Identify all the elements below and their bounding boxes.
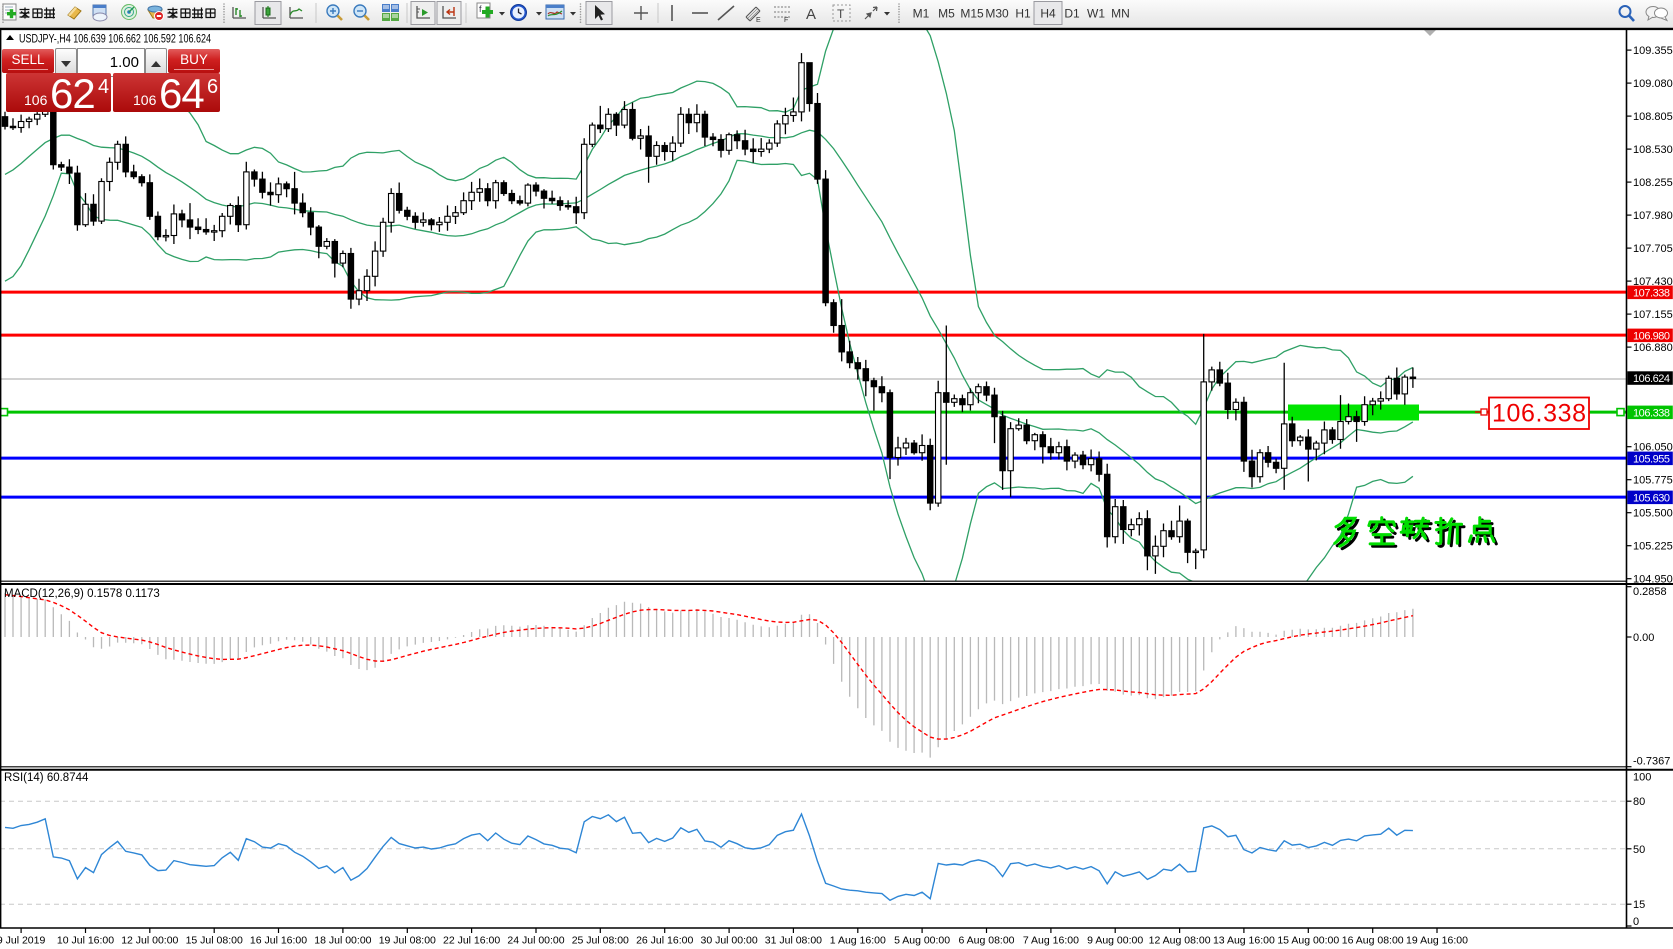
svg-text:6 Aug 08:00: 6 Aug 08:00 [958,935,1014,947]
svg-text:105.500: 105.500 [1633,508,1673,520]
svg-text:107.338: 107.338 [1633,287,1670,299]
svg-text:5 Aug 00:00: 5 Aug 00:00 [894,935,950,947]
svg-text:USDJPY-,H4 106.639 106.662 10: USDJPY-,H4 106.639 106.662 106.592 106.6… [19,34,211,46]
svg-text:H1: H1 [1015,7,1031,21]
svg-text:108.530: 108.530 [1633,144,1673,156]
svg-text:18 Jul 00:00: 18 Jul 00:00 [314,935,371,947]
svg-text:106.980: 106.980 [1633,330,1670,342]
svg-text:109.355: 109.355 [1633,45,1673,57]
svg-text:0: 0 [1633,916,1639,928]
svg-text:106.624: 106.624 [1633,373,1670,385]
svg-text:16 Jul 16:00: 16 Jul 16:00 [250,935,307,947]
svg-text:-0.7367: -0.7367 [1633,756,1670,768]
svg-text:f: f [479,4,482,14]
svg-text:31 Jul 08:00: 31 Jul 08:00 [765,935,822,947]
svg-text:107.980: 107.980 [1633,210,1673,222]
svg-text:W1: W1 [1087,7,1105,21]
svg-text:12 Aug 08:00: 12 Aug 08:00 [1149,935,1211,947]
svg-text:9 Aug 00:00: 9 Aug 00:00 [1087,935,1143,947]
svg-text:25 Jul 08:00: 25 Jul 08:00 [572,935,629,947]
svg-text:9 Jul 2019: 9 Jul 2019 [0,935,45,947]
svg-text:108.255: 108.255 [1633,177,1673,189]
svg-text:RSI(14) 60.8744: RSI(14) 60.8744 [4,772,89,784]
svg-text:12 Jul 00:00: 12 Jul 00:00 [121,935,178,947]
svg-text:105.775: 105.775 [1633,475,1673,487]
svg-text:105.955: 105.955 [1633,453,1670,465]
svg-text:107.705: 107.705 [1633,243,1673,255]
svg-text:105.630: 105.630 [1633,492,1670,504]
svg-text:10 Jul 16:00: 10 Jul 16:00 [57,935,114,947]
svg-text:0.00: 0.00 [1633,632,1654,644]
svg-text:1 Aug 16:00: 1 Aug 16:00 [830,935,886,947]
svg-text:107.430: 107.430 [1633,276,1673,288]
svg-text:19 Aug 16:00: 19 Aug 16:00 [1406,935,1468,947]
svg-text:13 Aug 16:00: 13 Aug 16:00 [1213,935,1275,947]
svg-text:104.950: 104.950 [1633,574,1673,586]
svg-text:24 Jul 00:00: 24 Jul 00:00 [507,935,564,947]
svg-text:15 Aug 00:00: 15 Aug 00:00 [1277,935,1339,947]
svg-text:107.155: 107.155 [1633,309,1673,321]
svg-text:H4: H4 [1040,7,1056,21]
svg-text:0.2858: 0.2858 [1633,586,1667,598]
svg-text:MACD(12,26,9) 0.1578 0.1173: MACD(12,26,9) 0.1578 0.1173 [4,588,160,600]
svg-text:106.338: 106.338 [1633,407,1670,419]
svg-text:100: 100 [1633,772,1651,784]
svg-text:16 Aug 08:00: 16 Aug 08:00 [1342,935,1404,947]
svg-text:MN: MN [1111,7,1130,21]
svg-text:30 Jul 00:00: 30 Jul 00:00 [700,935,757,947]
svg-text:M15: M15 [960,7,984,21]
svg-text:D1: D1 [1064,7,1080,21]
svg-text:106.050: 106.050 [1633,442,1673,454]
svg-text:105.225: 105.225 [1633,541,1673,553]
svg-text:106.338: 106.338 [1492,400,1586,428]
svg-text:15: 15 [1633,899,1645,911]
svg-text:109.080: 109.080 [1633,78,1673,90]
svg-text:M30: M30 [985,7,1009,21]
svg-text:15 Jul 08:00: 15 Jul 08:00 [186,935,243,947]
svg-text:7 Aug 16:00: 7 Aug 16:00 [1023,935,1079,947]
svg-text:106.880: 106.880 [1633,342,1673,354]
svg-text:80: 80 [1633,796,1645,808]
svg-text:A: A [806,6,816,23]
svg-text:22 Jul 16:00: 22 Jul 16:00 [443,935,500,947]
svg-text:26 Jul 16:00: 26 Jul 16:00 [636,935,693,947]
svg-text:50: 50 [1633,844,1645,856]
svg-text:T: T [837,7,845,21]
svg-text:19 Jul 08:00: 19 Jul 08:00 [379,935,436,947]
svg-text:F: F [784,17,788,24]
svg-text:M5: M5 [938,7,955,21]
svg-text:108.805: 108.805 [1633,111,1673,123]
svg-text:E: E [756,17,761,24]
svg-text:M1: M1 [913,7,930,21]
